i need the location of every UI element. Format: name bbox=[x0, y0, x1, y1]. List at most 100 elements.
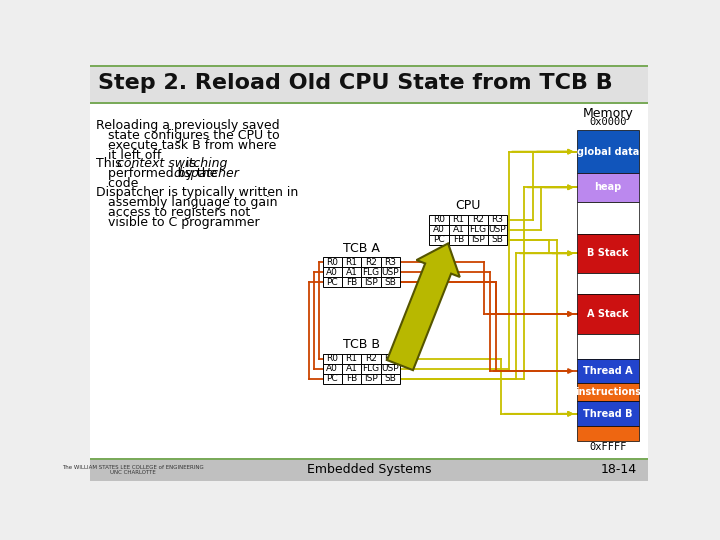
Bar bbox=[361, 374, 381, 383]
Text: is: is bbox=[182, 157, 197, 170]
Text: R2: R2 bbox=[472, 215, 484, 225]
Text: performed by the: performed by the bbox=[96, 167, 222, 180]
Text: FLG: FLG bbox=[362, 268, 379, 277]
Bar bbox=[381, 257, 400, 267]
Text: A1: A1 bbox=[453, 226, 464, 234]
Text: R1: R1 bbox=[452, 215, 464, 225]
Text: R0: R0 bbox=[326, 258, 338, 267]
Text: SB: SB bbox=[491, 235, 503, 245]
Text: R2: R2 bbox=[365, 258, 377, 267]
Text: state configures the CPU to: state configures the CPU to bbox=[96, 129, 280, 141]
Text: R0: R0 bbox=[433, 215, 445, 225]
Text: This: This bbox=[96, 157, 126, 170]
Text: A Stack: A Stack bbox=[587, 309, 629, 319]
Text: UNC CHARLOTTE: UNC CHARLOTTE bbox=[109, 470, 156, 475]
Text: A1: A1 bbox=[346, 268, 358, 277]
Text: R2: R2 bbox=[365, 354, 377, 363]
Text: Embedded Systems: Embedded Systems bbox=[307, 463, 431, 476]
Bar bbox=[361, 278, 381, 287]
Text: SB: SB bbox=[384, 278, 396, 287]
Text: Step 2. Reload Old CPU State from TCB B: Step 2. Reload Old CPU State from TCB B bbox=[98, 73, 613, 93]
Text: R1: R1 bbox=[346, 258, 358, 267]
Bar bbox=[361, 354, 381, 363]
Text: ISP: ISP bbox=[364, 374, 378, 383]
Bar bbox=[449, 215, 468, 225]
Bar bbox=[323, 363, 342, 374]
Bar bbox=[361, 257, 381, 267]
Text: R3: R3 bbox=[384, 258, 396, 267]
Bar bbox=[487, 215, 507, 225]
Text: FB: FB bbox=[346, 278, 357, 287]
Bar bbox=[342, 267, 361, 278]
Bar bbox=[577, 426, 639, 441]
Bar bbox=[323, 278, 342, 287]
Text: dispatcher: dispatcher bbox=[174, 167, 240, 180]
Bar bbox=[577, 173, 639, 201]
Text: USP: USP bbox=[488, 226, 506, 234]
Text: ISP: ISP bbox=[471, 235, 485, 245]
Text: visible to C programmer: visible to C programmer bbox=[96, 217, 260, 230]
Bar bbox=[577, 234, 639, 273]
Bar bbox=[381, 354, 400, 363]
Bar bbox=[361, 267, 381, 278]
Text: ISP: ISP bbox=[364, 278, 378, 287]
Text: TCB B: TCB B bbox=[343, 338, 379, 351]
Bar bbox=[381, 267, 400, 278]
Bar bbox=[90, 459, 648, 481]
Bar bbox=[577, 130, 639, 173]
Text: execute task B from where: execute task B from where bbox=[96, 139, 276, 152]
Text: code: code bbox=[96, 177, 138, 190]
Text: A0: A0 bbox=[326, 268, 338, 277]
Text: global data: global data bbox=[577, 147, 639, 157]
Text: The WILLIAM STATES LEE COLLEGE of ENGINEERING: The WILLIAM STATES LEE COLLEGE of ENGINE… bbox=[62, 465, 204, 470]
Bar bbox=[577, 359, 639, 383]
Text: PC: PC bbox=[326, 374, 338, 383]
Text: heap: heap bbox=[594, 183, 621, 192]
Text: B Stack: B Stack bbox=[587, 248, 629, 258]
Bar bbox=[577, 334, 639, 359]
Text: FB: FB bbox=[453, 235, 464, 245]
Text: R3: R3 bbox=[384, 354, 396, 363]
Text: FLG: FLG bbox=[362, 364, 379, 373]
Text: SB: SB bbox=[384, 374, 396, 383]
Text: access to registers not: access to registers not bbox=[96, 206, 251, 219]
Text: USP: USP bbox=[382, 268, 399, 277]
Bar bbox=[381, 278, 400, 287]
Bar bbox=[381, 374, 400, 383]
Text: instructions: instructions bbox=[575, 387, 641, 397]
Bar bbox=[468, 235, 487, 245]
Text: FB: FB bbox=[346, 374, 357, 383]
Bar bbox=[577, 401, 639, 426]
Bar bbox=[429, 225, 449, 235]
Bar bbox=[449, 235, 468, 245]
Bar bbox=[90, 458, 648, 460]
Bar bbox=[342, 354, 361, 363]
Bar bbox=[577, 294, 639, 334]
Bar bbox=[90, 104, 648, 459]
Text: USP: USP bbox=[382, 364, 399, 373]
Bar bbox=[577, 273, 639, 294]
Polygon shape bbox=[387, 244, 460, 370]
Bar bbox=[323, 257, 342, 267]
Text: A0: A0 bbox=[326, 364, 338, 373]
Text: FLG: FLG bbox=[469, 226, 487, 234]
Text: Reloading a previously saved: Reloading a previously saved bbox=[96, 119, 280, 132]
Text: A1: A1 bbox=[346, 364, 358, 373]
Bar bbox=[323, 354, 342, 363]
Bar bbox=[577, 201, 639, 234]
Bar bbox=[323, 267, 342, 278]
Text: CPU: CPU bbox=[456, 199, 481, 212]
Text: context switching: context switching bbox=[117, 157, 228, 170]
Bar bbox=[342, 278, 361, 287]
Text: 18-14: 18-14 bbox=[600, 463, 636, 476]
Bar bbox=[342, 374, 361, 383]
Text: A0: A0 bbox=[433, 226, 445, 234]
Bar bbox=[487, 235, 507, 245]
Bar bbox=[468, 215, 487, 225]
Text: assembly language to gain: assembly language to gain bbox=[96, 197, 278, 210]
Bar bbox=[361, 363, 381, 374]
Bar bbox=[90, 65, 648, 67]
Bar bbox=[90, 65, 648, 102]
Bar bbox=[90, 102, 648, 104]
Bar bbox=[449, 225, 468, 235]
